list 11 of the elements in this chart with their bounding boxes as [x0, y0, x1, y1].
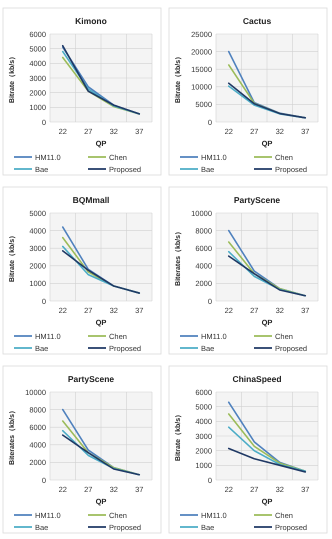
chart-title: Cactus	[242, 16, 272, 26]
line-series	[228, 241, 306, 297]
chart-title: ChinaSpeed	[232, 374, 282, 384]
chart-title: PartyScene	[234, 195, 280, 205]
line-series	[228, 448, 306, 473]
line-series	[228, 413, 306, 472]
chart-title: BQMmall	[72, 195, 110, 205]
chart-title: PartyScene	[68, 374, 114, 384]
line-series	[62, 420, 140, 476]
line-series	[228, 426, 306, 472]
chart-title: Kimono	[75, 16, 107, 26]
